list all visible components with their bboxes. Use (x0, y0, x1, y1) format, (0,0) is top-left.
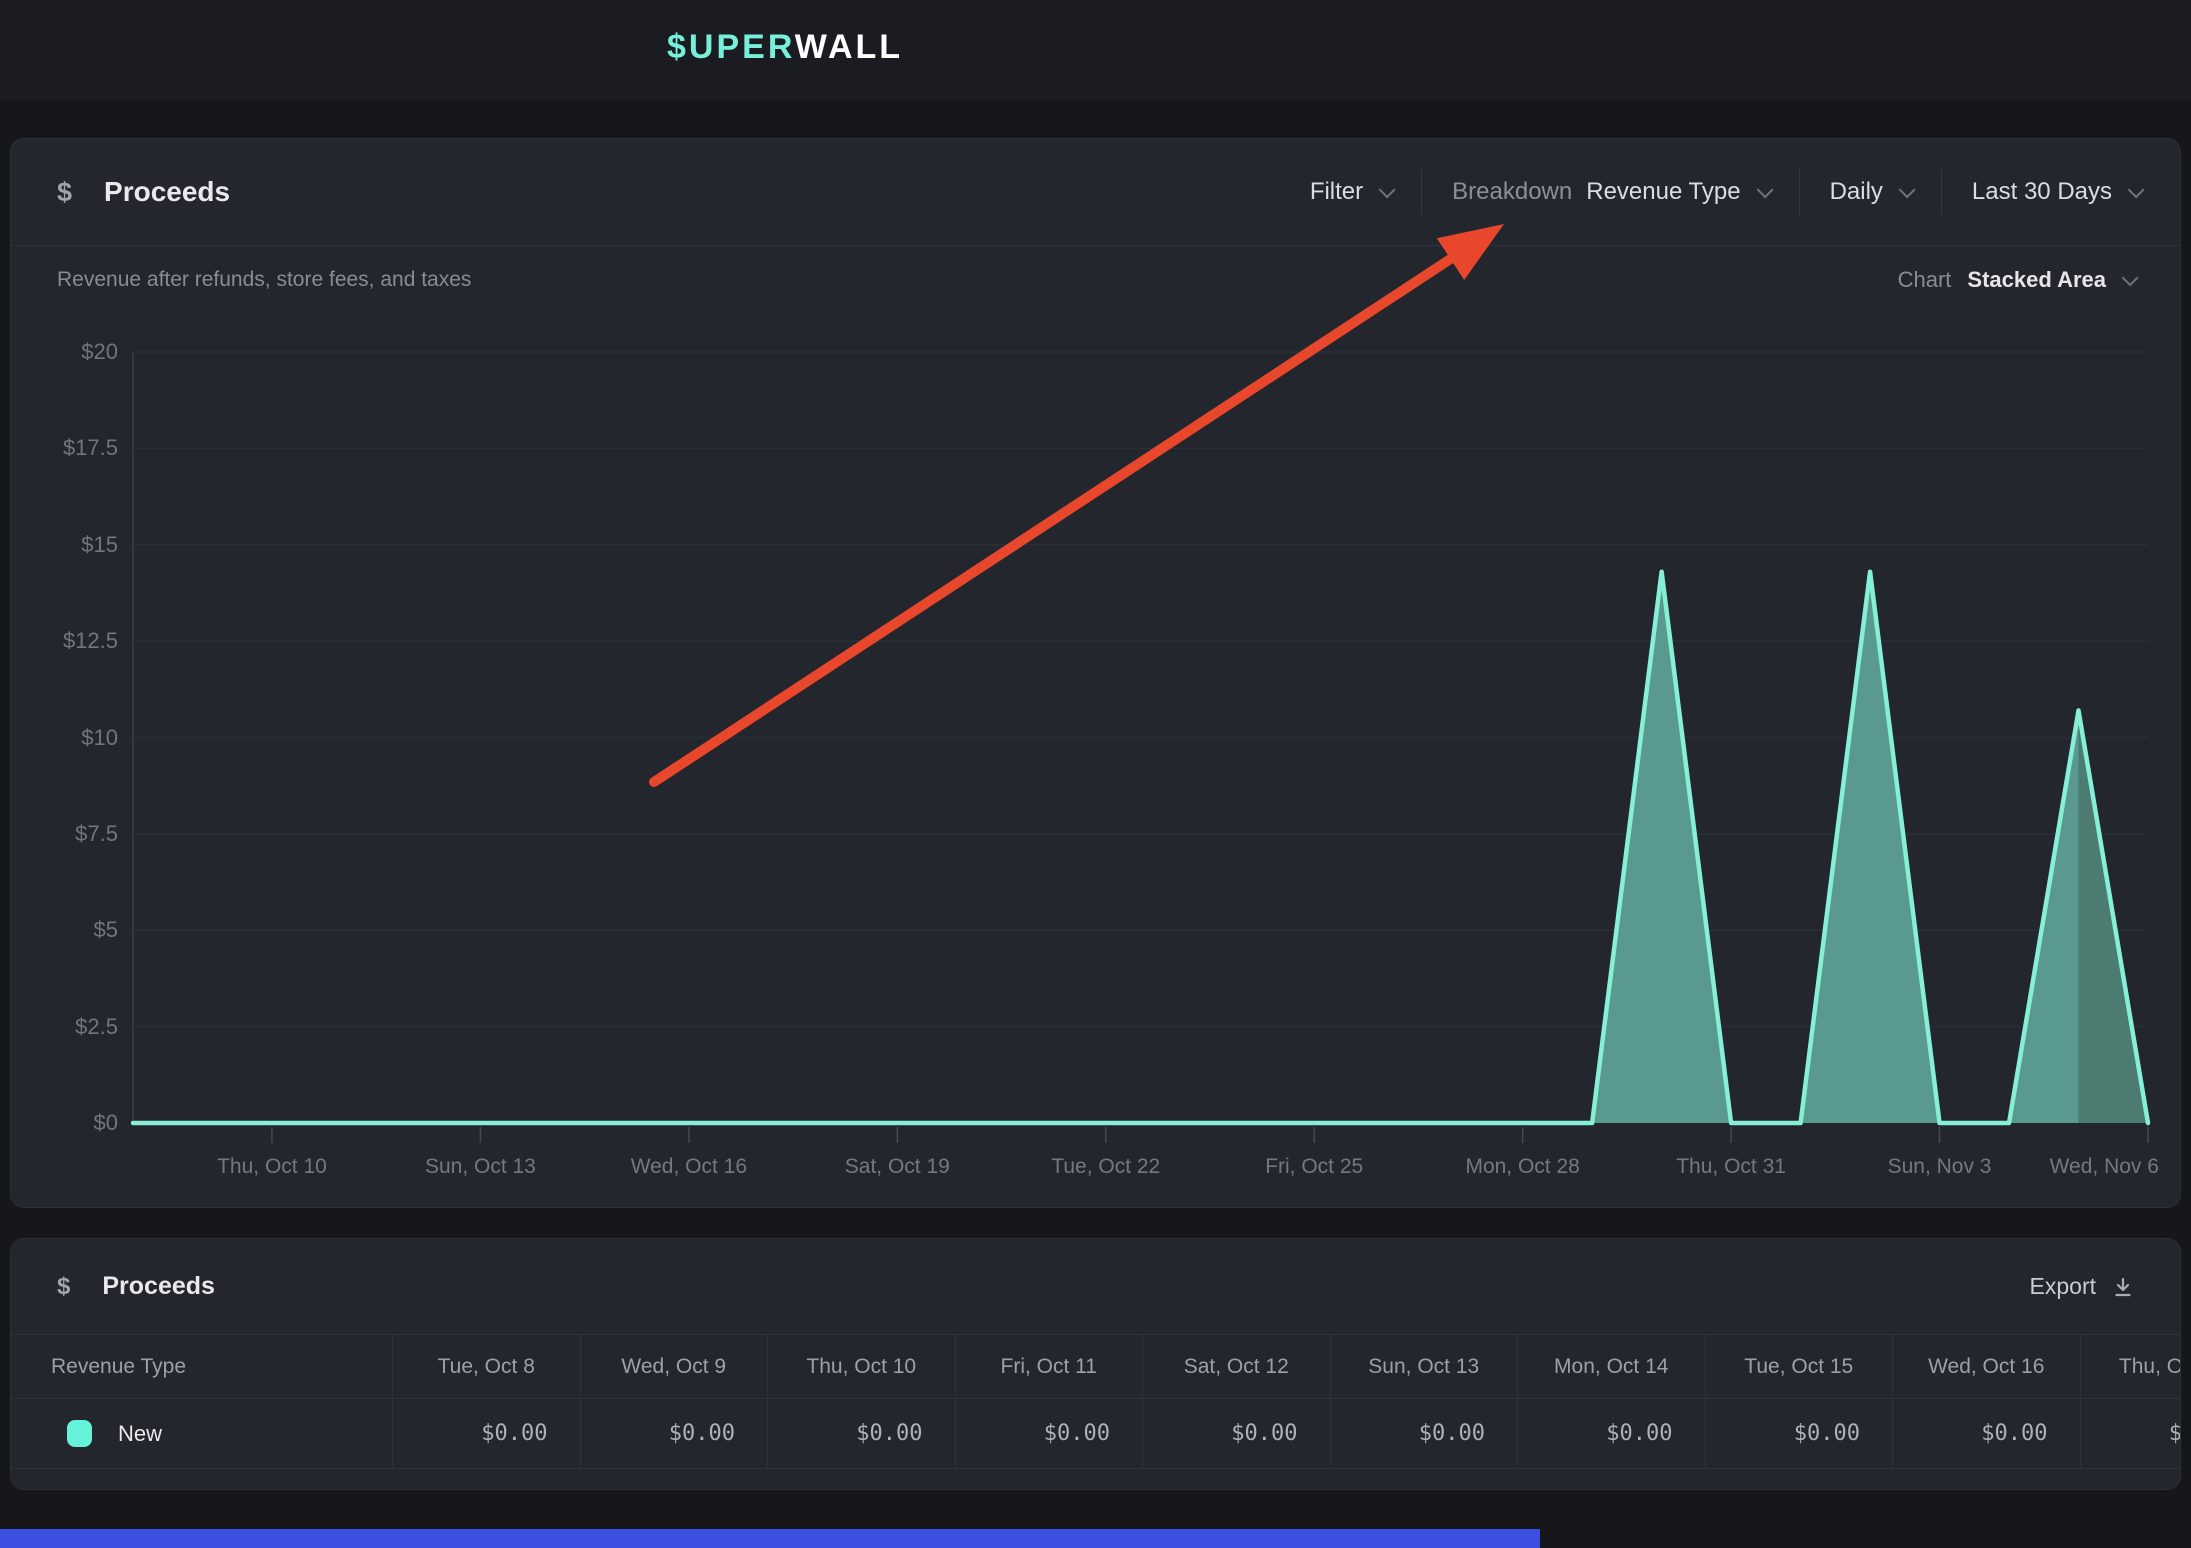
dollar-icon: $ (57, 176, 73, 207)
breakdown-dropdown[interactable]: Breakdown Revenue Type (1452, 178, 1774, 206)
table-value-cell: $0.00 (1892, 1399, 2080, 1469)
y-axis-tick-label: $12.5 (62, 628, 118, 654)
date-range-value: Last 30 Days (1971, 178, 2112, 205)
table-header-date: Wed, Oct 16 (1892, 1335, 2080, 1399)
chart-type-dropdown[interactable]: Chart Stacked Area (1897, 267, 2139, 293)
table-panel-header: $ Proceeds Export (11, 1239, 2180, 1334)
chevron-down-icon (1898, 181, 1916, 199)
x-axis-tick-label: Fri, Oct 25 (1265, 1155, 1364, 1178)
chart-type-value: Stacked Area (1967, 267, 2106, 292)
x-axis-tick-label: Wed, Oct 16 (630, 1155, 748, 1178)
breakdown-label: Breakdown (1452, 178, 1573, 205)
y-axis-tick-label: $2.5 (75, 1013, 118, 1039)
chart-panel-header: $ Proceeds Filter Breakdown Revenue Type… (11, 139, 2180, 246)
breakdown-value: Revenue Type (1586, 178, 1741, 205)
proceeds-table: Revenue Type Tue, Oct 8 Wed, Oct 9 Thu, Oct… (11, 1334, 2180, 1469)
series-color-swatch (67, 1420, 92, 1447)
table-header-date: Thu, Oct 10 (767, 1335, 955, 1399)
divider (1798, 169, 1800, 215)
x-axis-tick-label: Tue, Oct 22 (1051, 1155, 1161, 1178)
chevron-down-icon (2121, 269, 2139, 287)
x-axis-tick-label: Thu, Oct 10 (217, 1155, 327, 1178)
y-axis-tick-label: $0 (93, 1110, 118, 1135)
y-axis-tick-label: $15 (81, 531, 118, 557)
x-axis-tick-label: Mon, Oct 28 (1465, 1155, 1580, 1178)
chart-subtitle: Revenue after refunds, store fees, and t… (57, 268, 472, 291)
table-value-cell: $0.00 (1704, 1399, 1892, 1469)
table-header-date: Tue, Oct 8 (392, 1335, 580, 1399)
dollar-icon: $ (57, 1272, 71, 1300)
superwall-logo: $UPERWALL (667, 28, 903, 67)
table-value-cell: $0.00 (579, 1399, 767, 1469)
granularity-dropdown[interactable]: Daily (1829, 178, 1916, 206)
x-axis-tick-label: Thu, Oct 31 (1676, 1155, 1786, 1178)
table-row-label: New (11, 1399, 392, 1469)
y-axis-tick-label: $20 (81, 339, 118, 364)
top-header-bar: $UPERWALL (0, 0, 2191, 100)
table-header-date: Tue, Oct 15 (1704, 1335, 1892, 1399)
divider (1940, 169, 1942, 215)
stacked-area-chart (130, 351, 2151, 1143)
y-axis-tick-label: $10 (81, 724, 118, 750)
chevron-down-icon (2127, 181, 2145, 199)
export-button[interactable]: Export (2030, 1239, 2134, 1334)
table-value-cell: $0.00 (767, 1399, 955, 1469)
chevron-down-icon (1378, 181, 1396, 199)
y-axis-tick-label: $7.5 (75, 820, 118, 846)
table-value-cell: $0.00 (2079, 1399, 2180, 1469)
table-header-revenue-type: Revenue Type (11, 1335, 392, 1399)
x-axis-tick-label: Sun, Nov 3 (1887, 1155, 1992, 1178)
table-header-date: Wed, Oct 9 (579, 1335, 767, 1399)
table-value-cell: $0.00 (1329, 1399, 1517, 1469)
chart-controls: Filter Breakdown Revenue Type Daily Last… (1309, 139, 2145, 245)
table-value-cell: $0.00 (954, 1399, 1142, 1469)
granularity-value: Daily (1829, 178, 1883, 205)
table-header-date: Sun, Oct 13 (1329, 1335, 1517, 1399)
table-panel-title: Proceeds (102, 1272, 215, 1300)
table-header-date: Thu, Oct 17 (2079, 1335, 2180, 1399)
download-icon (2115, 1277, 2131, 1296)
table-value-cell: $0.00 (1142, 1399, 1330, 1469)
x-axis-tick-label: Wed, Nov 6 (2049, 1155, 2159, 1178)
series-name: New (118, 1420, 163, 1446)
bottom-accent-bar (0, 1529, 1540, 1548)
y-axis-tick-label: $5 (93, 917, 118, 943)
x-axis-tick-label: Sun, Oct 13 (424, 1155, 536, 1178)
filter-label: Filter (1309, 178, 1364, 205)
filter-dropdown[interactable]: Filter (1309, 178, 1396, 206)
table-value-cell: $0.00 (1517, 1399, 1705, 1469)
proceeds-table-panel: $ Proceeds Export Revenue Type Tue, Oct 8… (10, 1238, 2181, 1490)
table-header-date: Mon, Oct 14 (1517, 1335, 1705, 1399)
divider (1421, 169, 1423, 215)
chevron-down-icon (1756, 181, 1774, 199)
x-axis-tick-label: Sat, Oct 19 (844, 1155, 950, 1178)
chart-panel-title: Proceeds (104, 176, 231, 207)
y-axis-tick-label: $17.5 (62, 435, 118, 461)
table-value-cell: $0.00 (392, 1399, 580, 1469)
logo-rest: WALL (794, 28, 904, 66)
logo-dollar-part: $UPER (667, 28, 795, 66)
table-header-date: Sat, Oct 12 (1142, 1335, 1330, 1399)
date-range-dropdown[interactable]: Last 30 Days (1971, 178, 2145, 206)
export-label: Export (2029, 1273, 2096, 1299)
table-header-date: Fri, Oct 11 (954, 1335, 1142, 1399)
chart-type-label: Chart (1897, 267, 1952, 292)
